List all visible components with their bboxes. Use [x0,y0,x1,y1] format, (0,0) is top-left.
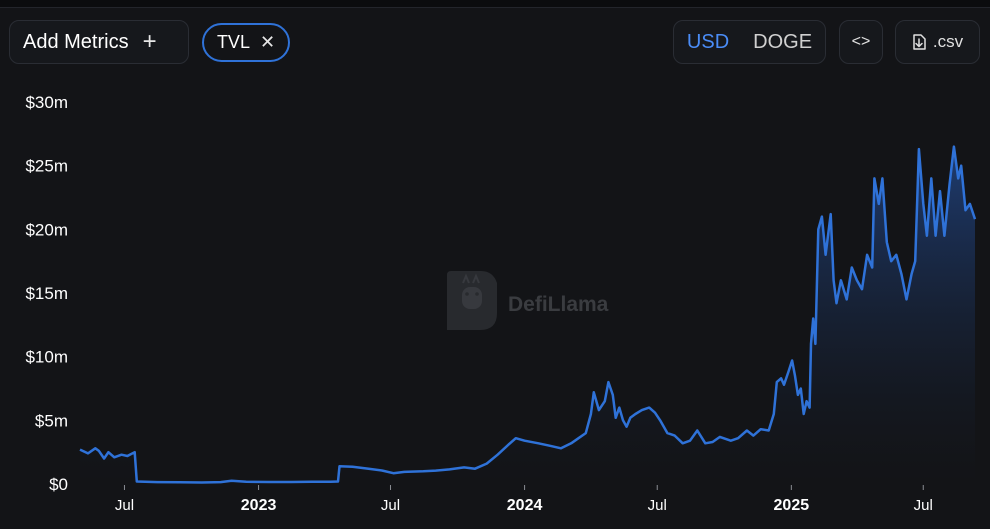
x-tick-label: Jul [115,497,134,514]
add-metrics-label: Add Metrics [23,30,129,53]
y-axis: $0 $5m $10m $15m $20m $25m $30m [25,93,68,494]
close-icon[interactable]: ✕ [259,32,276,52]
x-axis: Jul 2023 Jul 2024 Jul 2025 Jul [115,485,933,514]
embed-code-button[interactable]: <> [839,20,883,64]
y-tick-label: $20m [25,220,68,239]
x-tick-label: 2023 [241,497,277,514]
x-tick-label: Jul [648,497,667,514]
llama-logo-icon [447,271,497,330]
watermark: DefiLlama [447,271,609,330]
download-icon [913,34,926,50]
denomination-usd[interactable]: USD [686,30,730,53]
y-tick-label: $0 [49,475,68,494]
add-metrics-button[interactable]: Add Metrics + [9,20,189,64]
denomination-doge[interactable]: DOGE [753,30,813,53]
code-icon: <> [851,33,871,50]
metric-chip-label: TVL [216,32,250,52]
x-tick-label: 2024 [507,497,543,514]
y-tick-label: $25m [25,157,68,176]
y-tick-label: $5m [35,411,68,430]
series-points [79,146,976,483]
x-tick-label: Jul [381,497,400,514]
tvl-metric-chip[interactable]: TVL ✕ [202,23,290,62]
download-csv-button[interactable]: .csv [895,20,980,64]
denomination-toggle: USD DOGE [673,20,826,64]
watermark-text: DefiLlama [508,293,609,316]
y-tick-label: $10m [25,348,68,367]
chart-toolbar: Add Metrics + TVL ✕ USD DOGE <> .csv [0,0,990,70]
window-top-border [0,0,990,8]
area-layer [80,146,975,484]
x-tick-label: Jul [914,497,933,514]
tvl-area-chart[interactable]: DefiLlama $0 $5m $10m $15m $20m $25m $30m Jul 2… [0,70,990,529]
csv-label: .csv [932,32,964,51]
y-tick-label: $30m [25,93,68,112]
x-tick-label: 2025 [774,497,810,514]
series-line [79,145,977,484]
series-area-fill [80,146,975,484]
line-layer [79,145,977,484]
plus-icon: + [142,28,157,55]
y-tick-label: $15m [25,284,68,303]
